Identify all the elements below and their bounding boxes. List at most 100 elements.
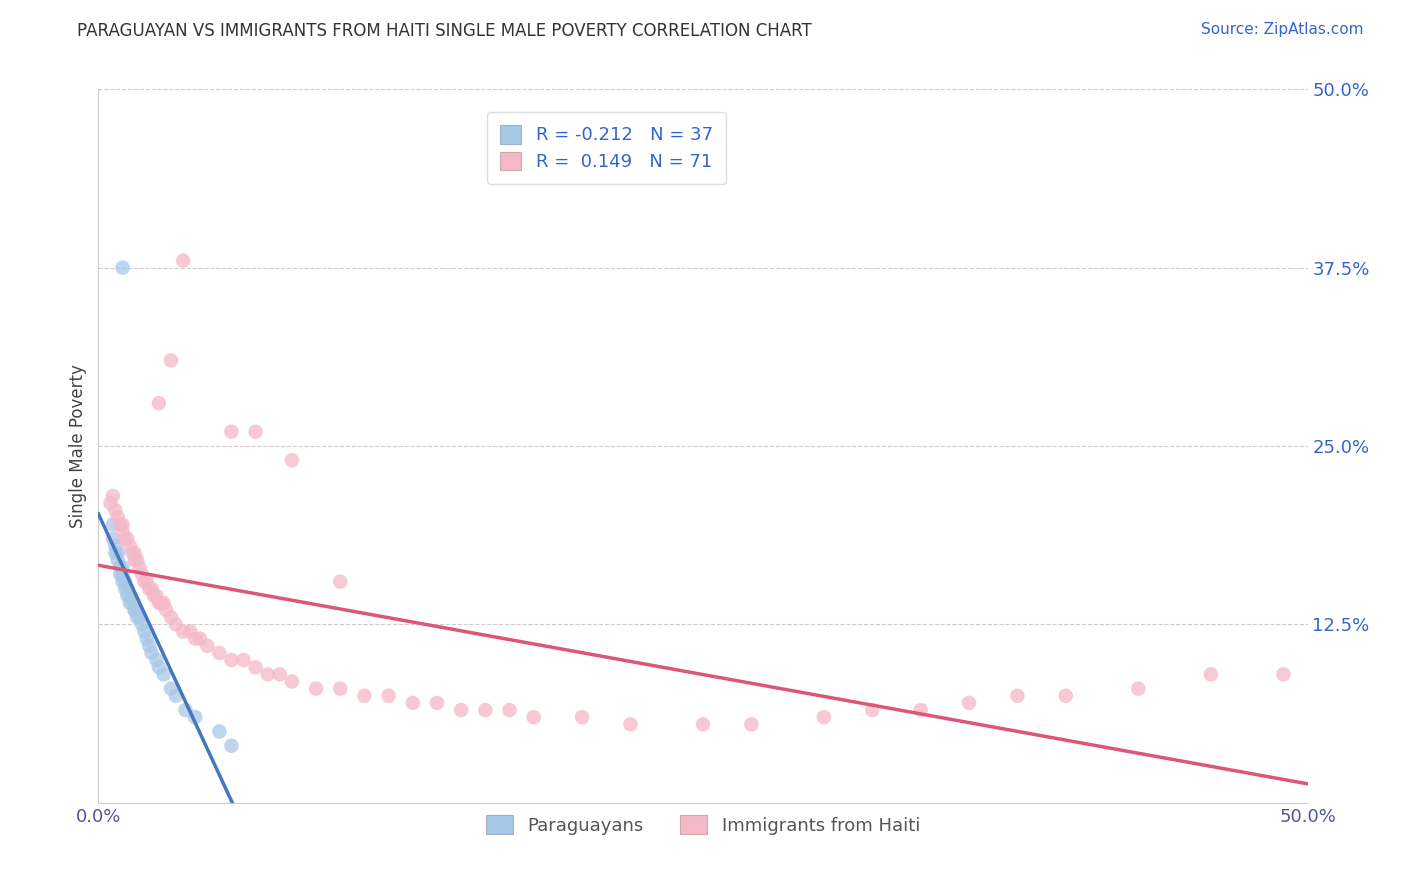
Point	[148, 596, 170, 610]
Point	[221, 653, 243, 667]
Point	[117, 532, 139, 546]
Point	[141, 646, 163, 660]
Point	[108, 560, 131, 574]
Point	[1199, 667, 1222, 681]
Point	[138, 582, 160, 596]
Point	[148, 660, 170, 674]
Point	[108, 567, 131, 582]
Point	[127, 610, 149, 624]
Point	[104, 546, 127, 560]
Point	[172, 253, 194, 268]
Point	[111, 260, 134, 275]
Point	[184, 632, 207, 646]
Point	[138, 639, 160, 653]
Point	[910, 703, 932, 717]
Point	[160, 681, 183, 696]
Point	[188, 632, 211, 646]
Point	[134, 624, 156, 639]
Point	[269, 667, 291, 681]
Point	[107, 510, 129, 524]
Point	[329, 681, 352, 696]
Point	[1272, 667, 1295, 681]
Point	[118, 539, 141, 553]
Point	[111, 574, 134, 589]
Point	[195, 639, 218, 653]
Point	[114, 532, 136, 546]
Point	[145, 653, 167, 667]
Point	[124, 546, 146, 560]
Point	[1128, 681, 1150, 696]
Point	[208, 724, 231, 739]
Point	[124, 603, 146, 617]
Point	[118, 596, 141, 610]
Point	[426, 696, 449, 710]
Point	[117, 582, 139, 596]
Point	[118, 589, 141, 603]
Point	[155, 603, 177, 617]
Point	[145, 589, 167, 603]
Point	[208, 646, 231, 660]
Point	[131, 567, 153, 582]
Point	[1054, 689, 1077, 703]
Point	[152, 596, 174, 610]
Legend: Paraguayans, Immigrants from Haiti: Paraguayans, Immigrants from Haiti	[477, 805, 929, 844]
Point	[281, 453, 304, 467]
Point	[450, 703, 472, 717]
Point	[402, 696, 425, 710]
Point	[111, 524, 134, 539]
Point	[184, 710, 207, 724]
Point	[245, 660, 267, 674]
Point	[135, 632, 157, 646]
Point	[150, 596, 173, 610]
Point	[813, 710, 835, 724]
Point	[121, 596, 143, 610]
Point	[740, 717, 762, 731]
Point	[107, 553, 129, 567]
Text: Source: ZipAtlas.com: Source: ZipAtlas.com	[1201, 22, 1364, 37]
Point	[256, 667, 278, 681]
Point	[281, 674, 304, 689]
Point	[860, 703, 883, 717]
Point	[111, 517, 134, 532]
Point	[117, 589, 139, 603]
Point	[232, 653, 254, 667]
Point	[221, 739, 243, 753]
Point	[127, 553, 149, 567]
Point	[160, 610, 183, 624]
Point	[329, 574, 352, 589]
Point	[128, 560, 150, 574]
Point	[957, 696, 980, 710]
Point	[104, 539, 127, 553]
Point	[523, 710, 546, 724]
Point	[498, 703, 520, 717]
Point	[121, 546, 143, 560]
Y-axis label: Single Male Poverty: Single Male Poverty	[69, 364, 87, 528]
Point	[619, 717, 641, 731]
Point	[101, 532, 124, 546]
Point	[245, 425, 267, 439]
Point	[104, 503, 127, 517]
Text: PARAGUAYAN VS IMMIGRANTS FROM HAITI SINGLE MALE POVERTY CORRELATION CHART: PARAGUAYAN VS IMMIGRANTS FROM HAITI SING…	[77, 22, 813, 40]
Point	[152, 667, 174, 681]
Point	[114, 574, 136, 589]
Point	[135, 574, 157, 589]
Point	[124, 553, 146, 567]
Point	[474, 703, 496, 717]
Point	[353, 689, 375, 703]
Point	[107, 546, 129, 560]
Point	[571, 710, 593, 724]
Point	[124, 603, 146, 617]
Point	[143, 589, 166, 603]
Point	[100, 496, 122, 510]
Point	[131, 617, 153, 632]
Point	[172, 624, 194, 639]
Point	[101, 489, 124, 503]
Point	[174, 703, 197, 717]
Point	[108, 517, 131, 532]
Point	[141, 582, 163, 596]
Point	[114, 582, 136, 596]
Point	[148, 396, 170, 410]
Point	[1007, 689, 1029, 703]
Point	[111, 560, 134, 574]
Point	[305, 681, 328, 696]
